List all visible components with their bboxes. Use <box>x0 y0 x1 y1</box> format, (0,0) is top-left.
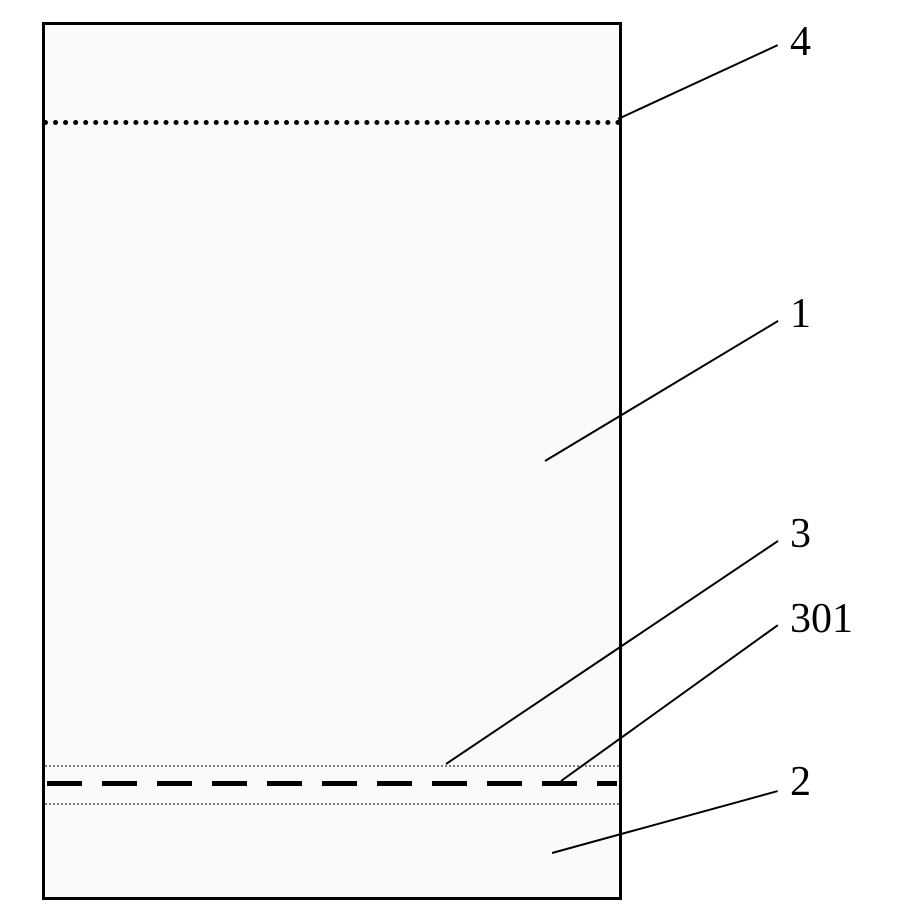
leader-4 <box>618 44 779 120</box>
label-1: 1 <box>790 290 811 338</box>
diagram-box <box>42 22 622 900</box>
band-lower-thin-dotted <box>45 803 619 805</box>
label-301: 301 <box>790 595 853 643</box>
label-2: 2 <box>790 758 811 806</box>
mid-dashed-line <box>47 781 617 786</box>
band-upper-thin-dotted <box>45 765 619 767</box>
top-dotted-line <box>43 120 621 125</box>
label-4: 4 <box>790 18 811 66</box>
label-3: 3 <box>790 510 811 558</box>
